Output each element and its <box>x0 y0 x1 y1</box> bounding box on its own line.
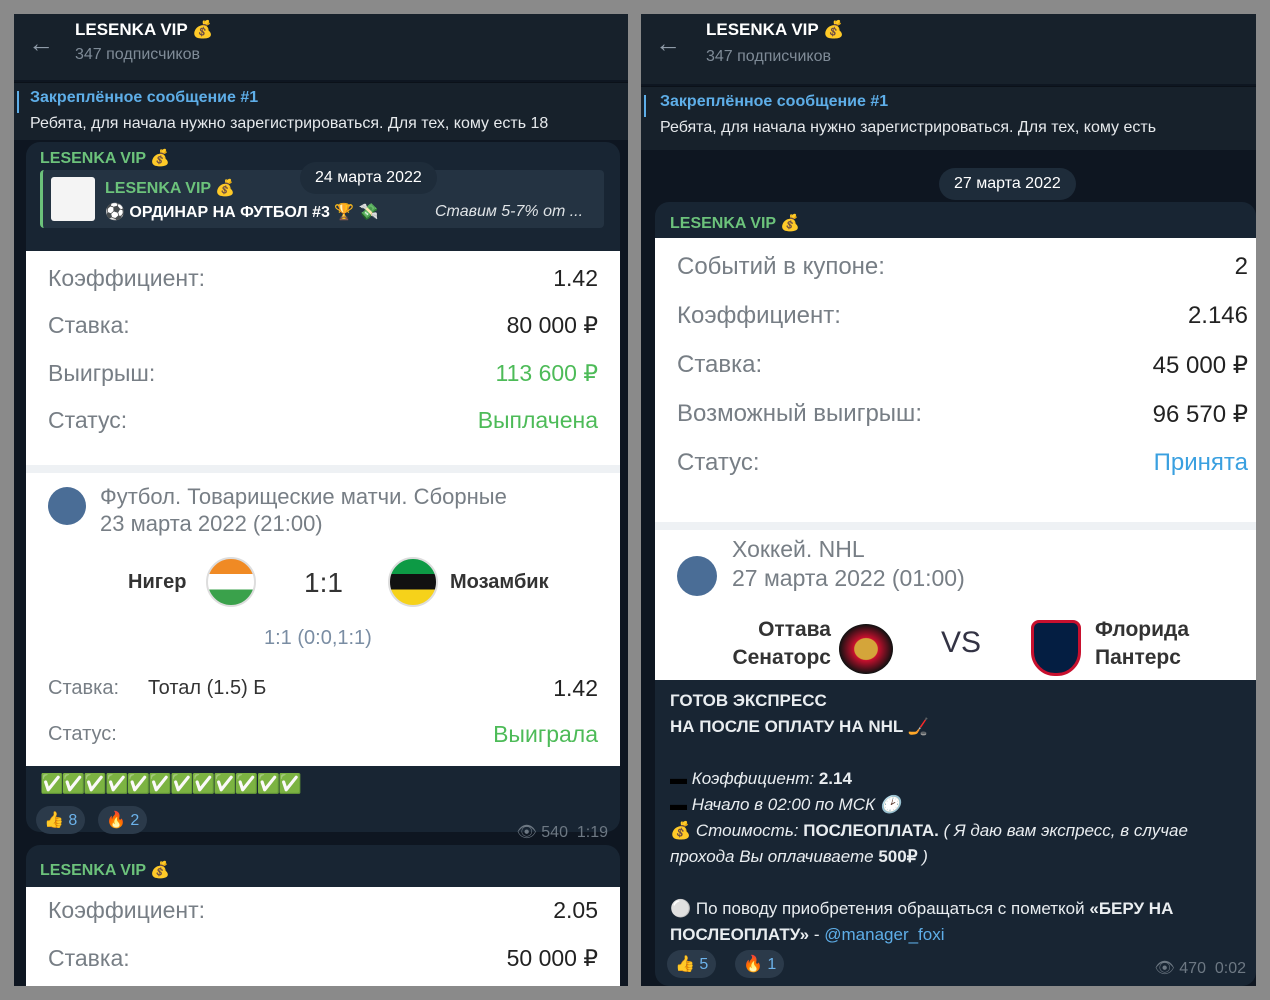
row-coef: Коэффициент: 2.146 <box>677 302 1248 329</box>
message-meta: 👁 470 0:02 <box>1155 958 1247 978</box>
home-team: Оттава Сенаторс <box>732 618 831 669</box>
message-bubble: LESENKA VIP 💰 Событий в купоне: 2 Коэффиц… <box>655 202 1256 986</box>
match-date: 27 марта 2022 (01:00) <box>732 565 965 591</box>
left-screenshot: ← LESENKA VIP 💰 347 подписчиков Закреплё… <box>14 14 628 986</box>
text-line2: НА ПОСЛЕ ОПЛАТУ НА NHL 🏒 <box>670 717 929 736</box>
reply-italic: Ставим 5-7% от ... <box>435 203 584 220</box>
message-meta: 👁 540 1:19 <box>516 824 609 841</box>
channel-title[interactable]: LESENKA VIP 💰 <box>75 20 214 39</box>
message-author[interactable]: LESENKA VIP 💰 <box>40 862 171 879</box>
message-bubble: LESENKA VIP 💰 LESENKA VIP 💰 ⚽ ОРДИНАР НА… <box>26 142 620 841</box>
channel-title[interactable]: LESENKA VIP 💰 <box>706 20 845 39</box>
row-stake: Ставка: 45 000 ₽ <box>677 351 1248 379</box>
cost-line: 💰 Стоимость: ПОСЛЕОПЛАТА. ( Я даю вам эк… <box>670 821 1188 866</box>
row-status: Статус: Выплачена <box>48 407 598 433</box>
bet-image: Коэффициент: 1.42 Ставка: 80 000 ₽ Выигрыш… <box>26 251 620 766</box>
start-line: ▬ Начало в 02:00 по МСК 🕑 <box>670 795 901 814</box>
message-author[interactable]: LESENKA VIP 💰 <box>670 215 801 232</box>
bet-summary: Коэффициент: 1.42 Ставка: 80 000 ₽ Выигрыш… <box>48 261 598 451</box>
reaction-fire[interactable]: 🔥 1 <box>735 950 785 978</box>
pin-bar <box>17 91 19 113</box>
row-coef: Коэффициент: 1.42 <box>48 265 598 291</box>
bet-image: Событий в купоне: 2 Коэффициент: 2.146 Ста… <box>655 238 1256 680</box>
eye-icon: 👁 <box>1154 960 1175 977</box>
message-bubble-2: LESENKA VIP 💰 Коэффициент: 2.05 Ставка: 50… <box>26 845 620 986</box>
status-label: Статус: <box>48 723 117 745</box>
bet-coef: 1.42 <box>553 675 598 701</box>
row-win: Выигрыш: 113 600 ₽ <box>48 360 598 386</box>
away-team: Флорида Пантерс <box>1095 618 1190 669</box>
row-events: Событий в купоне: 2 <box>677 253 1248 280</box>
bet-type: Тотал (1.5) Б <box>148 677 267 699</box>
message-time: 0:02 <box>1214 960 1246 977</box>
football-icon <box>48 487 86 525</box>
reply-text: ⚽ ОРДИНАР НА ФУТБОЛ #3 🏆 💸 <box>105 204 379 221</box>
chat-header: ← LESENKA VIP 💰 347 подписчиков <box>14 14 628 80</box>
florida-logo-icon <box>1031 620 1081 676</box>
reaction-thumbs[interactable]: 👍 8 <box>36 806 86 834</box>
right-screenshot: ← LESENKA VIP 💰 347 подписчиков Закреплё… <box>641 14 1256 986</box>
row-status: Статус: Принята <box>677 449 1248 476</box>
hockey-icon <box>677 556 717 596</box>
manager-link[interactable]: @manager_foxi <box>824 925 945 944</box>
match-score: 1:1 <box>304 567 343 598</box>
pinned-text: Ребята, для начала нужно зарегистрироват… <box>660 119 1157 136</box>
versus: VS <box>941 626 982 659</box>
home-team: Нигер <box>128 571 187 593</box>
date-pill: 27 марта 2022 <box>939 168 1076 200</box>
pinned-text: Ребята, для начала нужно зарегистрироват… <box>30 115 549 132</box>
score-detail: 1:1 (0:0,1:1) <box>264 627 372 649</box>
pinned-message[interactable]: Закреплённое сообщение #1 Ребята, для на… <box>641 86 1256 150</box>
view-count: 470 <box>1179 960 1206 977</box>
away-team: Мозамбик <box>450 571 549 593</box>
match-date: 23 марта 2022 (21:00) <box>100 511 323 536</box>
bet-label: Ставка: <box>48 677 119 699</box>
eye-icon: 👁 <box>516 824 537 841</box>
pinned-label: Закреплённое сообщение #1 <box>660 93 889 110</box>
row-stake: Ставка: 80 000 ₽ <box>48 312 598 338</box>
message-author[interactable]: LESENKA VIP 💰 <box>40 150 171 167</box>
row-stake: Ставка: 50 000 ₽ <box>48 945 598 971</box>
check-emojis: ✅✅✅✅✅✅✅✅✅✅✅✅ <box>40 774 302 795</box>
subscriber-count: 347 подписчиков <box>706 48 831 65</box>
mozambique-flag-icon <box>388 557 438 607</box>
match-league: Футбол. Товарищеские матчи. Сборные <box>100 484 507 509</box>
date-pill: 24 марта 2022 <box>300 162 437 194</box>
reaction-thumbs[interactable]: 👍 5 <box>667 950 717 978</box>
contact-line: ⚪ По поводу приобретения обращаться с по… <box>670 899 1174 944</box>
ottawa-logo-icon <box>839 624 893 674</box>
row-coef: Коэффициент: 2.05 <box>48 897 598 923</box>
niger-flag-icon <box>206 557 256 607</box>
text-line1: ГОТОВ ЭКСПРЕСС <box>670 691 827 710</box>
reply-author: LESENKA VIP 💰 <box>105 180 236 197</box>
coef-line: ▬ Коэффициент: 2.14 <box>670 769 852 788</box>
reply-thumbnail <box>51 177 95 221</box>
chat-header: ← LESENKA VIP 💰 347 подписчиков <box>641 14 1256 84</box>
reaction-fire[interactable]: 🔥 2 <box>98 806 148 834</box>
row-win: Возможный выигрыш: 96 570 ₽ <box>677 400 1248 428</box>
back-arrow-icon[interactable]: ← <box>655 28 681 58</box>
match-league: Хоккей. NHL <box>732 536 865 562</box>
back-arrow-icon[interactable]: ← <box>28 28 54 58</box>
subscriber-count: 347 подписчиков <box>75 46 200 63</box>
divider <box>26 465 620 473</box>
match-status: Выиграла <box>493 721 598 747</box>
message-text: ГОТОВ ЭКСПРЕСС НА ПОСЛЕ ОПЛАТУ НА NHL 🏒 … <box>670 688 1250 948</box>
pinned-message[interactable]: Закреплённое сообщение #1 Ребята, для на… <box>14 82 628 140</box>
divider <box>655 522 1256 530</box>
pinned-label: Закреплённое сообщение #1 <box>30 89 259 106</box>
pin-bar <box>644 95 646 117</box>
bet-image: Коэффициент: 2.05 Ставка: 50 000 ₽ <box>26 887 620 986</box>
